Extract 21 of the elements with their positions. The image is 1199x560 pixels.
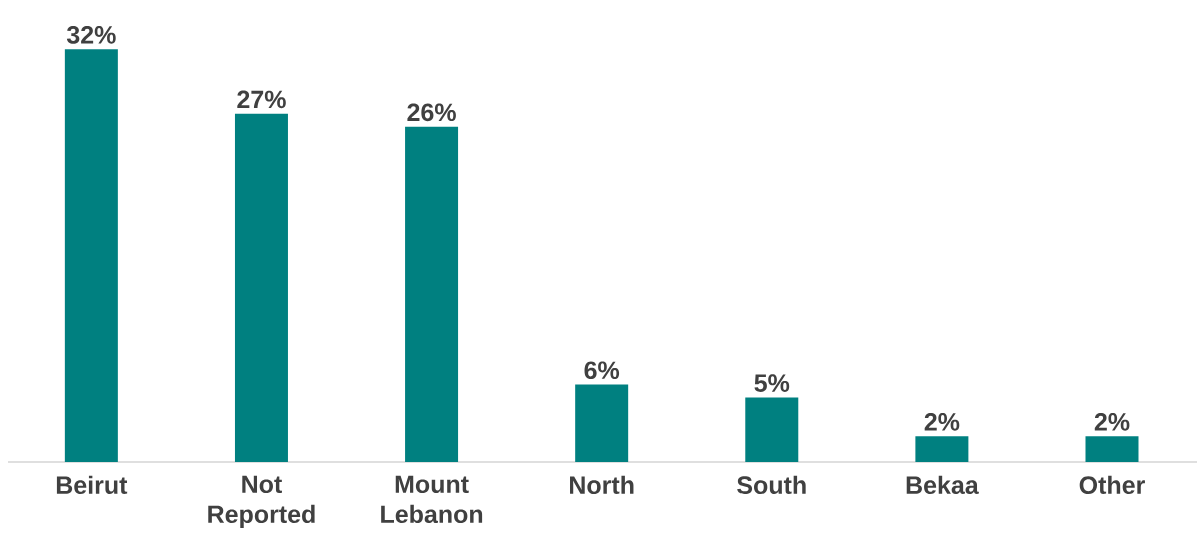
x-tick-label: Bekaa: [906, 475, 979, 495]
bar: [64, 49, 118, 462]
bar: [915, 436, 969, 462]
bar: [234, 113, 288, 462]
bar: [575, 384, 629, 462]
x-tick-label: Not Reported: [208, 475, 315, 529]
data-label: 26%: [407, 103, 456, 122]
data-label: 32%: [66, 26, 116, 44]
data-label: 2%: [1094, 413, 1130, 431]
x-tick-label: South: [737, 475, 806, 495]
x-tick-label: North: [570, 475, 634, 495]
data-label: 2%: [924, 413, 960, 431]
bar: [405, 126, 459, 462]
bar: [1085, 436, 1139, 462]
bar: [745, 397, 799, 462]
data-label: 5%: [754, 374, 790, 392]
data-label: 6%: [584, 361, 620, 380]
x-tick-label: Beirut: [56, 475, 128, 495]
x-tick-label: Mount Lebanon: [381, 475, 483, 524]
x-tick-label: Other: [1079, 475, 1145, 495]
data-label: 27%: [237, 90, 286, 109]
